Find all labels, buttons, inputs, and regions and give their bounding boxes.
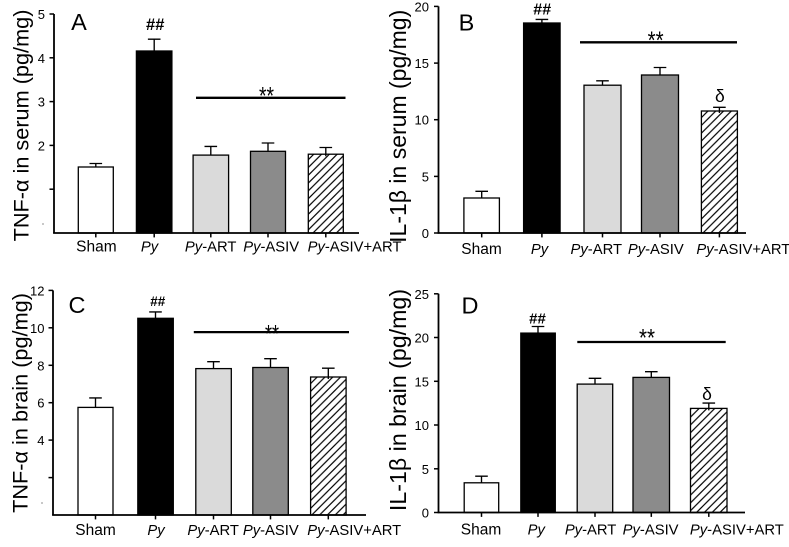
svg-text:**: ** [639, 325, 655, 353]
svg-text:TNF-α in brain (pg/mg): TNF-α in brain (pg/mg) [8, 293, 33, 513]
svg-text:15: 15 [415, 56, 429, 71]
svg-text:Py: Py [528, 523, 547, 539]
svg-text:δ: δ [702, 384, 712, 404]
svg-text:##: ## [150, 294, 166, 309]
svg-text:10: 10 [415, 418, 429, 433]
svg-text:Sham: Sham [76, 238, 117, 255]
svg-text:4: 4 [37, 433, 44, 448]
svg-text:5: 5 [422, 169, 429, 184]
svg-text:**: ** [648, 27, 664, 55]
svg-text:5: 5 [38, 7, 45, 22]
svg-text:Py: Py [141, 239, 160, 255]
svg-text:Py-ASIV+ART: Py-ASIV+ART [690, 523, 784, 539]
svg-text:15: 15 [415, 374, 429, 389]
svg-text:Py-ASIV+ART: Py-ASIV+ART [696, 242, 789, 258]
svg-text:Sham: Sham [461, 522, 502, 539]
svg-text:20: 20 [415, 0, 429, 14]
svg-text:**: ** [259, 82, 274, 110]
svg-text:2: 2 [38, 138, 45, 153]
svg-text:Py-ASIV: Py-ASIV [243, 239, 299, 255]
svg-text:IL-1β in brain (pg/mg): IL-1β in brain (pg/mg) [385, 289, 411, 511]
svg-text:Py-ASIV+ART: Py-ASIV+ART [307, 523, 401, 539]
svg-text:C: C [69, 292, 86, 318]
svg-text:IL-1β in serum (pg/mg): IL-1β in serum (pg/mg) [385, 10, 411, 243]
svg-text:Py-ASIV: Py-ASIV [628, 242, 684, 258]
svg-text:Py-ART: Py-ART [185, 239, 237, 255]
svg-text:Sham: Sham [75, 522, 116, 539]
svg-text:Py-ASIV: Py-ASIV [623, 523, 679, 539]
svg-text:3: 3 [38, 95, 45, 110]
svg-text:8: 8 [37, 358, 44, 373]
svg-text:5: 5 [422, 462, 429, 477]
svg-text:6: 6 [37, 396, 44, 411]
svg-text:4: 4 [38, 51, 45, 66]
svg-text:25: 25 [415, 287, 429, 302]
svg-text:A: A [71, 9, 87, 35]
svg-text:12: 12 [30, 283, 44, 298]
svg-text:##: ## [146, 16, 164, 34]
svg-text:10: 10 [30, 321, 44, 336]
svg-text:TNF-α in serum (pg/mg): TNF-α in serum (pg/mg) [9, 10, 34, 242]
svg-text:20: 20 [415, 331, 429, 346]
svg-text:B: B [459, 9, 475, 35]
svg-text:Py-ART: Py-ART [565, 523, 617, 539]
svg-text:Py-ART: Py-ART [187, 523, 239, 539]
svg-text:##: ## [533, 2, 551, 19]
svg-text:0: 0 [422, 506, 429, 521]
svg-text:Py-ASIV: Py-ASIV [243, 523, 299, 539]
svg-text:D: D [462, 293, 479, 319]
svg-text:10: 10 [415, 113, 429, 128]
svg-text:Py: Py [147, 523, 166, 539]
svg-text:0: 0 [422, 226, 429, 241]
svg-text:δ: δ [715, 86, 725, 106]
svg-text:Py-ASIV+ART: Py-ASIV+ART [308, 239, 402, 255]
svg-text:##: ## [529, 310, 546, 327]
svg-text:Sham: Sham [461, 241, 502, 258]
svg-text:Py-ART: Py-ART [571, 242, 623, 258]
svg-text:Py: Py [531, 242, 550, 258]
svg-text:**: ** [265, 321, 279, 349]
